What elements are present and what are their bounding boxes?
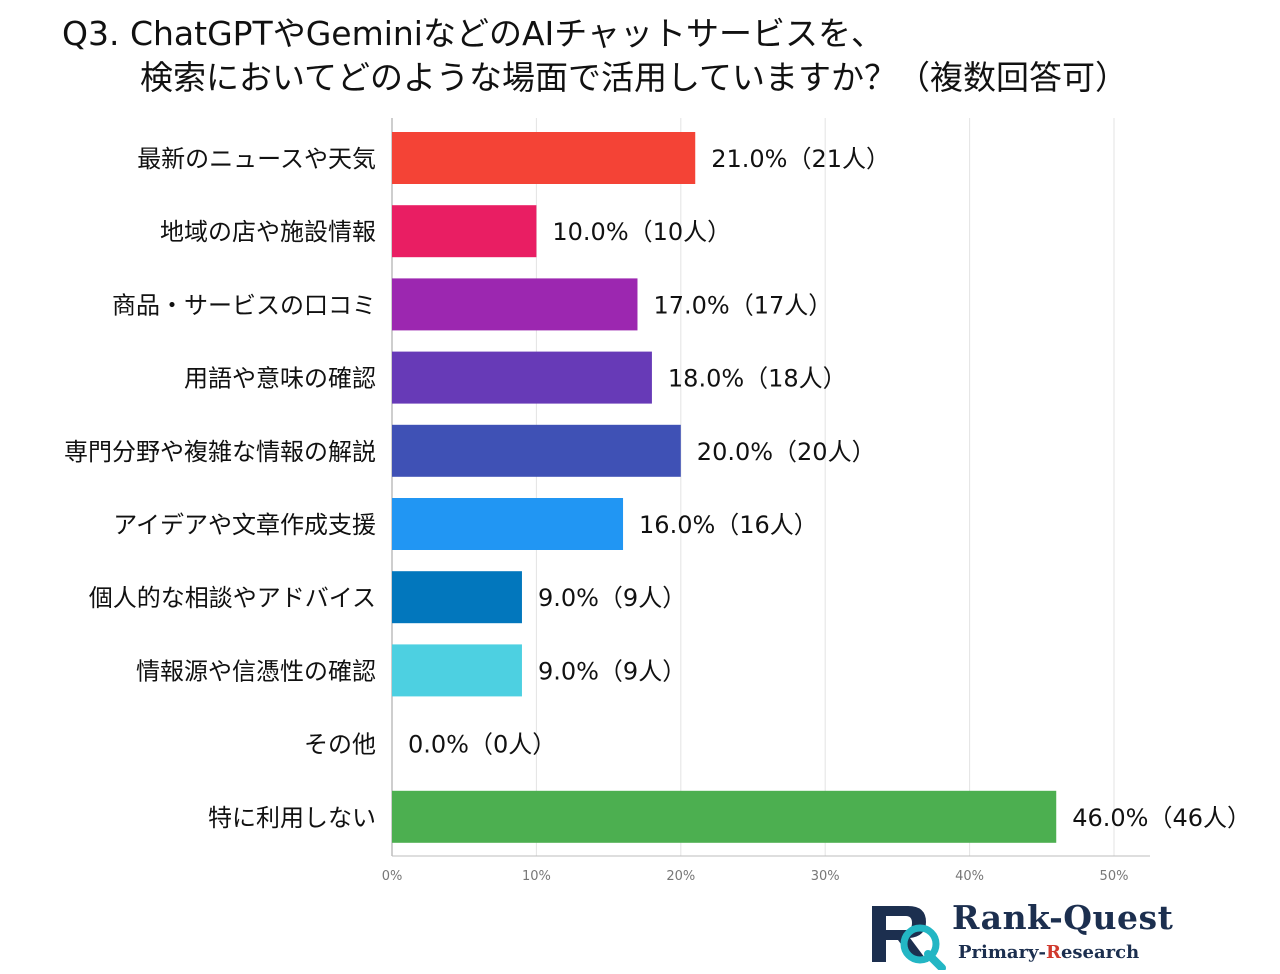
data-label: 18.0%（18人）	[668, 365, 847, 393]
category-label: その他	[304, 731, 376, 759]
logo-subtitle-part1: Primary-	[958, 942, 1046, 963]
title-line-1: Q3. ChatGPTやGeminiなどのAIチャットサービスを、	[62, 14, 884, 53]
x-tick-label: 30%	[811, 869, 840, 884]
title-line-2: 検索においてどのような場面で活用していますか？（複数回答可）	[140, 58, 1129, 97]
logo-subtitle-accent: R	[1045, 942, 1061, 963]
data-label: 21.0%（21人）	[711, 145, 890, 173]
x-tick-label: 0%	[382, 869, 403, 884]
logo-subtitle: Primary-Research	[958, 942, 1139, 963]
category-label: 個人的な相談やアドバイス	[89, 584, 376, 612]
data-label: 46.0%（46人）	[1072, 804, 1251, 832]
bar	[392, 205, 537, 258]
bar	[392, 132, 696, 184]
data-label: 9.0%（9人）	[538, 584, 686, 612]
category-label: 情報源や信憑性の確認	[136, 657, 376, 685]
logo-subtitle-part2: esearch	[1060, 942, 1140, 963]
bar	[392, 498, 624, 550]
data-label: 9.0%（9人）	[538, 657, 686, 685]
data-label: 20.0%（20人）	[697, 438, 876, 466]
category-label: 商品・サービスの口コミ	[112, 291, 376, 319]
x-tick-label: 40%	[955, 869, 984, 884]
data-label: 0.0%（0人）	[408, 731, 556, 759]
category-label: 専門分野や複雑な情報の解説	[64, 438, 376, 466]
category-label: 特に利用しない	[208, 804, 376, 832]
bar-chart: 0% 10% 20% 30% 40% 50% 最新のニュースや天気 21.0%（21人） 地域の…	[64, 118, 1251, 884]
x-tick-label: 20%	[666, 869, 695, 884]
logo-name: Rank-Quest	[952, 898, 1174, 937]
category-label: 用語や意味の確認	[184, 365, 376, 393]
data-label: 16.0%（16人）	[639, 511, 818, 539]
bar	[392, 424, 681, 477]
x-tick-label: 10%	[522, 869, 551, 884]
category-label: 最新のニュースや天気	[137, 145, 376, 173]
rank-quest-logo: Rank-Quest Primary-Research	[868, 896, 1173, 972]
chart-title: Q3. ChatGPTやGeminiなどのAIチャットサービスを、 検索において…	[0, 0, 1280, 110]
bar	[392, 644, 522, 697]
data-label: 17.0%（17人）	[653, 291, 832, 319]
bar	[392, 571, 522, 624]
category-label: アイデアや文章作成支援	[113, 511, 376, 539]
x-tick-label: 50%	[1100, 869, 1129, 884]
rank-quest-logo-icon	[872, 906, 946, 970]
bar	[392, 351, 652, 404]
category-label: 地域の店や施設情報	[160, 218, 376, 246]
data-label: 10.0%（10人）	[552, 218, 731, 246]
bar	[392, 278, 638, 331]
bar	[392, 790, 1057, 843]
